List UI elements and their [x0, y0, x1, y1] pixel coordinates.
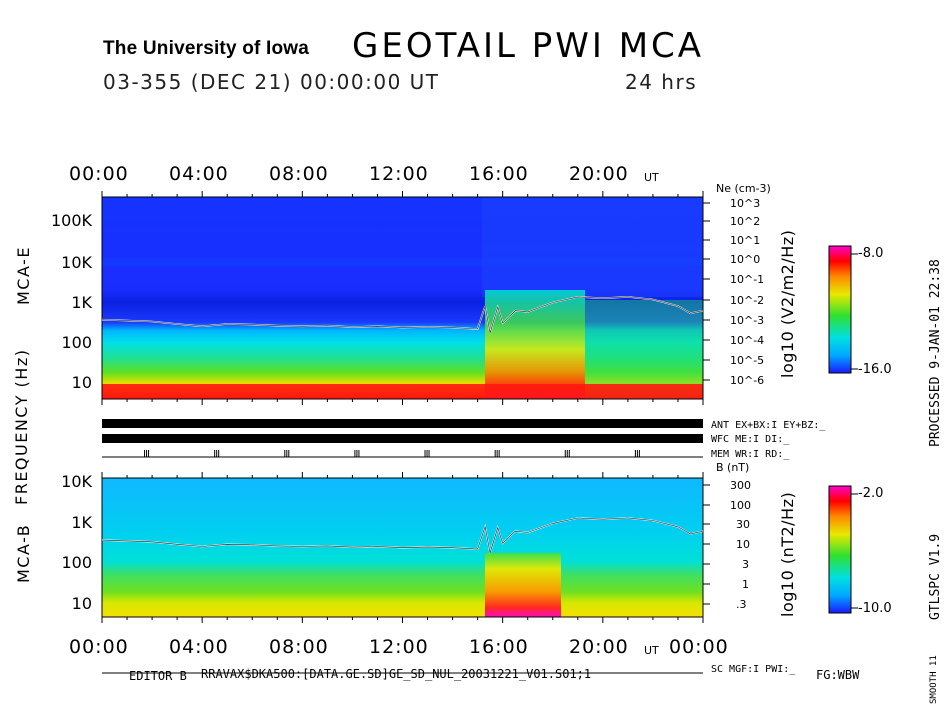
b-tick-4: 3: [742, 558, 749, 571]
bottom-time-tick-4: 16:00: [469, 636, 529, 658]
bottom-time-tick-6: 00:00: [669, 636, 729, 658]
mca-e-burst: [485, 290, 585, 399]
ant-status-bar: [102, 419, 703, 428]
top-time-tick-2: 08:00: [269, 163, 329, 185]
b-tick-6: .3: [736, 598, 747, 611]
ne-tick-0: 10^3: [730, 197, 761, 210]
bottom-time-tick-2: 08:00: [269, 636, 329, 658]
date-line: 03-355 (DEC 21) 00:00:00 UT: [103, 70, 440, 94]
ne-tick-6: 10^-3: [730, 314, 765, 327]
b-axis-title: B (nT): [716, 461, 750, 474]
top-time-tick-5: 20:00: [569, 163, 629, 185]
b-tick-1: 100: [730, 499, 751, 512]
b-ytick-0: 10K: [61, 472, 92, 491]
ne-tick-8: 10^-5: [730, 354, 765, 367]
ne-tick-1: 10^2: [730, 215, 761, 228]
colorbar-b: [828, 485, 852, 614]
mca-b-panel: [101, 477, 704, 618]
b-ytick-3: 10: [71, 594, 92, 613]
wfc-status-bar: [102, 434, 703, 443]
ne-tick-7: 10^-4: [730, 334, 765, 347]
ne-tick-5: 10^-2: [730, 294, 765, 307]
mca-b-overlay-line-shadow: [101, 517, 704, 554]
duration-label: 24 hrs: [625, 70, 698, 94]
cb-e-min: -16.0: [858, 362, 892, 377]
colorbar-e: [828, 245, 852, 374]
top-time-tick-3: 12:00: [369, 163, 429, 185]
top-time-tick-1: 04:00: [169, 163, 229, 185]
ne-tick-2: 10^1: [730, 234, 761, 247]
mca-b-burst: [485, 553, 561, 617]
ne-tick-3: 10^0: [730, 253, 761, 266]
ne-axis-title: Ne (cm-3): [716, 182, 771, 195]
e-ytick-1: 10K: [61, 253, 92, 272]
status-ant: ANT EX+BX:I EY+BZ:_: [711, 420, 826, 431]
e-ytick-0: 100K: [50, 211, 92, 230]
top-time-unit: UT: [644, 171, 659, 184]
top-time-tick-4: 16:00: [469, 163, 529, 185]
footer-path: RRAVAX$DKA500:[DATA.GE.SD]GE_SD_NUL_2003…: [201, 667, 592, 681]
top-time-tick-0: 00:00: [69, 163, 129, 185]
b-tick-3: 10: [736, 538, 750, 551]
b-tick-2: 30: [736, 518, 750, 531]
e-ytick-2: 1K: [71, 293, 92, 312]
bottom-time-tick-1: 04:00: [169, 636, 229, 658]
cb-b-max: -2.0: [858, 486, 884, 501]
cb-b-min: -10.0: [858, 601, 892, 616]
e-ytick-3: 100: [61, 333, 92, 352]
ne-tick-4: 10^-1: [730, 273, 765, 286]
mca-e-overlay-line-shadow: [101, 296, 704, 334]
ne-tick-9: 10^-6: [730, 374, 765, 387]
status-mem: MEM WR:I RD:_: [711, 449, 790, 460]
status-sc: SC MGF:I PWI:_: [711, 664, 796, 675]
plot-title: GEOTAIL PWI MCA: [352, 26, 705, 66]
b-tick-5: 1: [742, 578, 749, 591]
footer-fg: FG:WBW: [816, 668, 860, 682]
status-wfc: WFC ME:I DI:_: [711, 434, 790, 445]
b-tick-0: 300: [730, 479, 751, 492]
bottom-time-tick-0: 00:00: [69, 636, 129, 658]
b-ytick-1: 1K: [71, 513, 92, 532]
institution-label: The University of Iowa: [103, 38, 310, 59]
b-ytick-2: 100: [61, 553, 92, 572]
bottom-time-tick-5: 20:00: [569, 636, 629, 658]
e-ytick-4: 10: [71, 373, 92, 392]
bottom-time-unit: UT: [644, 644, 659, 657]
bottom-time-tick-3: 12:00: [369, 636, 429, 658]
cb-e-max: -8.0: [858, 246, 884, 261]
mca-e-panel: [101, 196, 704, 400]
